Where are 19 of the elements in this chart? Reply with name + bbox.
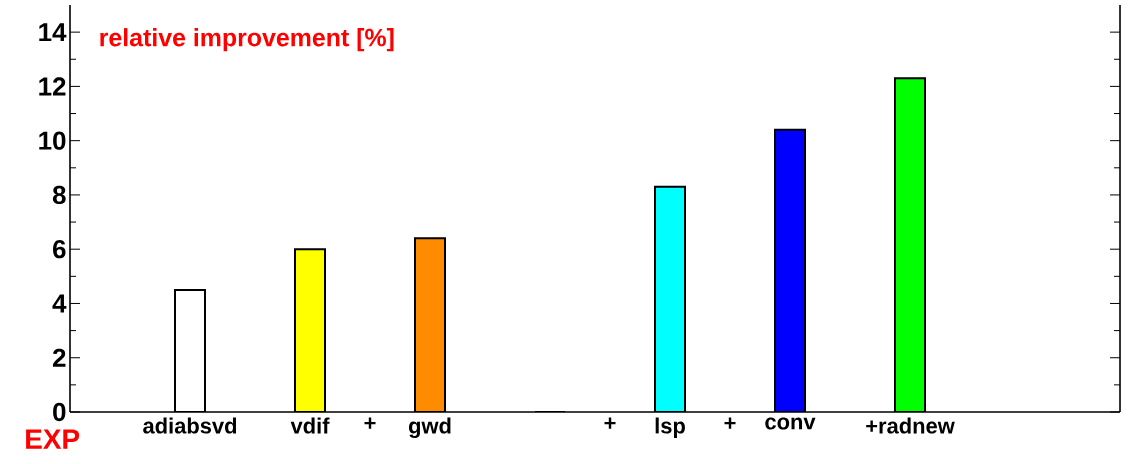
x-tick-label: + (724, 417, 736, 429)
text: relative improvement [%] (100, 28, 394, 52)
x-tick-label: + (364, 417, 376, 429)
y-tick-label: 4 (52, 294, 67, 313)
y-tick-label: 0 (53, 402, 66, 422)
y-tick-label: 12 (39, 77, 66, 96)
y-tick-label: 14 (39, 23, 67, 42)
x-tick-label: gwd (409, 417, 451, 439)
x-tick-label: adiabsvd (143, 417, 237, 434)
y-tick-label: 8 (52, 185, 66, 205)
y-tick-label: 6 (53, 240, 66, 259)
x-tick-label: lsp (655, 417, 685, 438)
x-tick-label: vdif (290, 417, 330, 434)
x-tick-label: + (604, 417, 616, 429)
x-tick-label: +radnew (866, 417, 955, 434)
x-tick-label: conv (765, 417, 816, 430)
x-axis-title: EXP (26, 429, 80, 449)
y-tick-label: 2 (52, 348, 66, 367)
y-tick-label: 10 (39, 131, 66, 150)
